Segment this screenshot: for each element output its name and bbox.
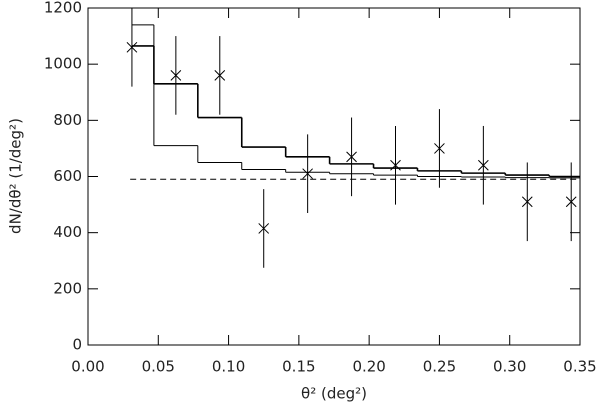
point-marker	[126, 41, 138, 53]
x-tick-label: 0.10	[212, 358, 245, 376]
y-tick-label: 200	[53, 279, 82, 297]
point-marker	[258, 223, 270, 234]
point-marker	[565, 196, 577, 208]
y-tick-label: 0	[72, 336, 82, 354]
y-tick-label: 400	[53, 223, 82, 241]
x-tick-label: 0.25	[423, 358, 456, 376]
y-tick-label: 600	[53, 167, 82, 185]
x-axis-title: θ² (deg²)	[301, 385, 367, 403]
y-tick-label: 1200	[44, 0, 82, 17]
y-tick-label: 1000	[44, 55, 82, 73]
x-tick-label: 0.20	[352, 358, 385, 376]
plot-frame	[87, 7, 581, 346]
x-tick-label: 0.35	[563, 358, 596, 376]
point-marker	[346, 151, 357, 163]
x-tick-label: 0.00	[71, 358, 104, 376]
x-tick-label: 0.05	[142, 358, 175, 376]
point-marker	[521, 196, 533, 208]
y-tick-label: 800	[53, 111, 82, 129]
point-marker	[390, 159, 401, 171]
x-tick-label: 0.15	[282, 358, 315, 376]
point-marker	[434, 143, 445, 154]
y-axis-title: dN/dθ² (1/deg²)	[7, 118, 25, 234]
point-marker	[170, 70, 182, 81]
x-tick-label: 0.30	[493, 358, 526, 376]
point-marker	[302, 168, 313, 180]
point-marker	[214, 70, 226, 81]
point-marker	[478, 159, 489, 171]
